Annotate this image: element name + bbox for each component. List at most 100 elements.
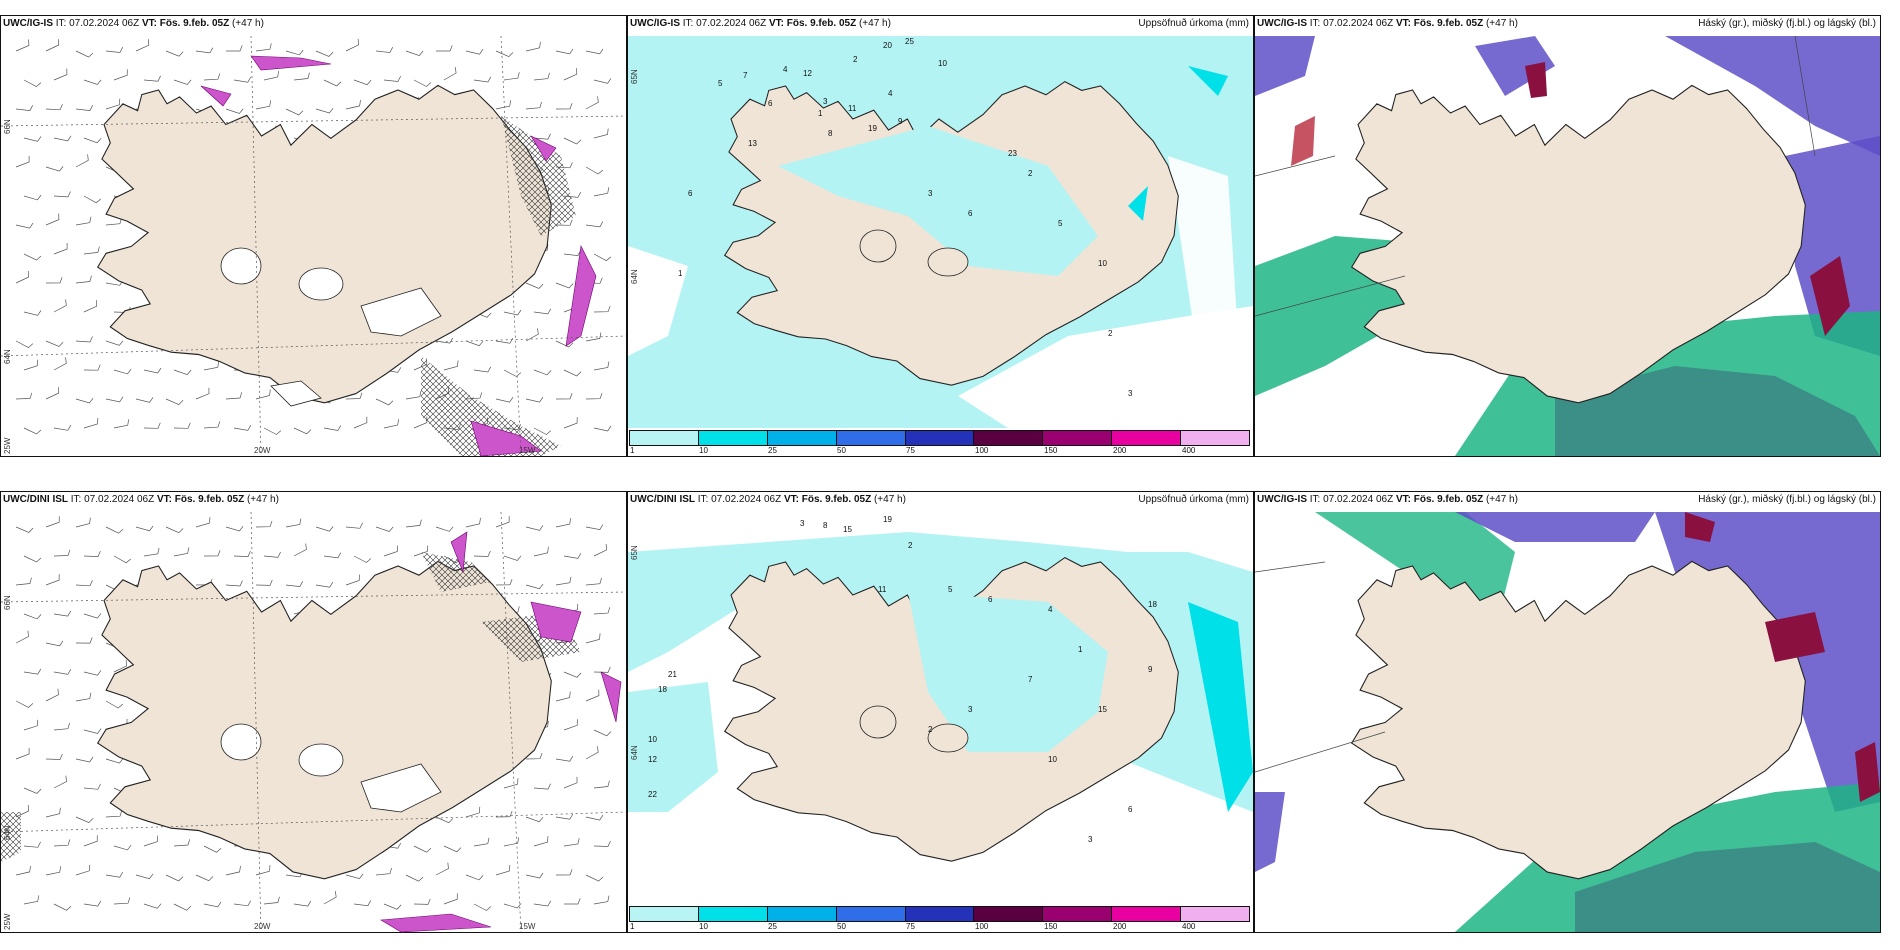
wind-barb [45, 516, 60, 528]
precip-value-label: 2 [1028, 169, 1033, 178]
wind-barb [593, 253, 612, 262]
precip-value-label: 3 [823, 97, 828, 106]
colorbar-swatch [1112, 907, 1182, 921]
wind-barb [195, 387, 210, 400]
wind-barb [173, 839, 191, 847]
wind-barb [383, 75, 402, 82]
wind-barb [443, 845, 462, 853]
precip-value-label: 10 [1098, 259, 1107, 268]
colorbar-swatch [1112, 431, 1182, 445]
wind-barb-map[interactable] [1, 36, 626, 456]
wind-barb [443, 360, 459, 371]
wind-barb [585, 48, 604, 55]
wind-barb [383, 903, 402, 910]
cloud-cover-map[interactable] [1255, 36, 1880, 456]
wind-barb [585, 689, 600, 702]
wind-barb [23, 787, 42, 794]
wind-barb [495, 50, 514, 58]
wind-barb [15, 577, 32, 586]
panel-top-right: UWC/IG-IS IT: 07.02.2024 06Z VT: Fös. 9.… [1254, 15, 1881, 457]
wind-barb [45, 39, 60, 52]
wind-barb [293, 427, 312, 435]
colorbar-label: 400 [1182, 922, 1196, 931]
wind-barb [173, 547, 190, 557]
wind-barb [53, 549, 71, 557]
precip-value-label: 19 [868, 124, 877, 133]
precip-value-label: 4 [888, 89, 893, 98]
precip-value-label: 11 [848, 104, 857, 113]
wind-barb [593, 128, 609, 139]
precip-value-label: 7 [743, 71, 748, 80]
wind-barb [285, 518, 302, 528]
wind-barb [563, 719, 578, 731]
precip-value-label: 6 [968, 209, 973, 218]
wind-barb [435, 862, 449, 876]
colorbar-swatch [905, 431, 975, 445]
precip-value-label: 18 [658, 685, 667, 694]
wind-barb [23, 194, 42, 201]
wind-barb [83, 137, 102, 144]
wind-barb [383, 545, 398, 557]
wind-barb [75, 397, 94, 404]
colorbar-label: 150 [1044, 922, 1058, 931]
wind-barb [525, 816, 544, 823]
precip-value-label: 8 [823, 521, 828, 530]
wind-barb [593, 425, 612, 432]
wind-barb [173, 79, 192, 85]
panel-bottom-middle: UWC/DINI ISL IT: 07.02.2024 06Z VT: Fös.… [627, 491, 1254, 933]
colorbar-cells [629, 906, 1250, 922]
colorbar-label: 50 [837, 446, 846, 455]
wind-barb [23, 427, 42, 435]
wind-barb [525, 101, 542, 110]
wind-barb [503, 309, 522, 316]
wind-barb [113, 69, 128, 81]
precip-value-label: 6 [768, 99, 773, 108]
wind-barb-map[interactable] [1, 512, 626, 932]
lon-label: 20W [254, 922, 271, 931]
precip-value-label: 12 [803, 69, 812, 78]
wind-barb [105, 396, 124, 403]
wind-barb [15, 156, 30, 168]
wind-barb [585, 814, 604, 821]
wind-barb [593, 78, 612, 84]
wind-barb [503, 903, 522, 909]
wind-barb [525, 396, 544, 403]
wind-barb [15, 270, 30, 284]
wind-barb [533, 900, 552, 907]
precipitation-map[interactable]: 20 25 2 10 7 5 6 12 3 4 8 13 1 9 11 19 23 2 3 6 5 10 2 3 4 6 1 [628, 36, 1253, 428]
wind-barb [45, 340, 64, 347]
precip-value-label: 6 [988, 595, 993, 604]
wind-barb [113, 555, 132, 564]
wind-barb [105, 871, 124, 878]
cloud-cover-map[interactable] [1255, 512, 1880, 932]
wind-barb [83, 417, 99, 429]
wind-barb [75, 154, 89, 168]
wind-barb [135, 397, 154, 403]
wind-barb [113, 368, 132, 375]
lon-label: 25W [3, 437, 12, 454]
wind-barb [83, 835, 98, 847]
wind-barb [45, 104, 63, 111]
wind-barb [83, 900, 102, 907]
wind-barb [525, 328, 539, 342]
precipitation-map[interactable]: 3 8 15 19 2 21 18 10 12 22 11 5 6 4 1 9 7 3 2 10 6 3 15 18 [628, 512, 1253, 904]
colorbar-swatch [767, 431, 837, 445]
wind-barb [323, 79, 342, 87]
wind-barb [23, 555, 42, 563]
wind-barb [83, 300, 98, 313]
wind-barb [53, 191, 71, 198]
wind-barb [143, 903, 162, 909]
precip-value-label: 2 [908, 541, 913, 550]
wind-barb [53, 669, 72, 675]
wind-barb [375, 526, 394, 532]
wind-barb [465, 517, 481, 528]
wind-barb [563, 369, 582, 377]
colorbar-label: 50 [837, 922, 846, 931]
precip-value-label: 10 [648, 735, 657, 744]
wind-barb [15, 105, 34, 111]
wind-barb [345, 38, 359, 52]
wind-barb [473, 366, 492, 373]
wind-barb [195, 517, 211, 528]
wind-barb [293, 900, 312, 907]
wind-barb [533, 308, 552, 315]
